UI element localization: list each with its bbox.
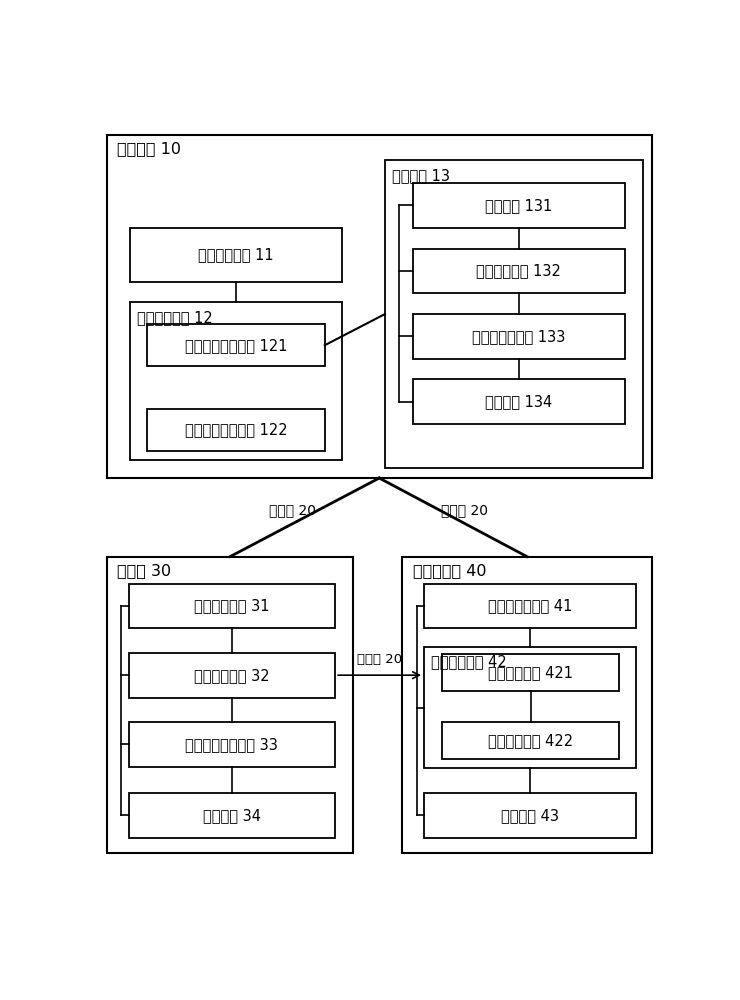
- Text: 管理模块 13: 管理模块 13: [392, 168, 451, 183]
- Bar: [129, 722, 335, 767]
- Text: 授权码管理模块 133: 授权码管理模块 133: [472, 329, 565, 344]
- Bar: [130, 228, 342, 282]
- Text: 配置参数管理模块 33: 配置参数管理模块 33: [186, 737, 278, 752]
- Bar: [147, 409, 325, 451]
- Bar: [412, 249, 625, 293]
- Text: 链路建立模块 421: 链路建立模块 421: [488, 665, 574, 680]
- Bar: [130, 302, 342, 460]
- Text: 用户管理模块 11: 用户管理模块 11: [198, 247, 274, 262]
- Bar: [424, 793, 636, 838]
- Text: 管理平台 10: 管理平台 10: [117, 142, 181, 157]
- Bar: [129, 793, 335, 838]
- Text: 车辆管理模块 12: 车辆管理模块 12: [137, 310, 213, 325]
- Bar: [412, 183, 625, 228]
- Bar: [443, 654, 619, 691]
- Bar: [107, 557, 354, 853]
- Bar: [129, 653, 335, 698]
- Text: 授权码 20: 授权码 20: [441, 503, 488, 517]
- Bar: [424, 647, 636, 768]
- Bar: [412, 379, 625, 424]
- Text: 授权码 20: 授权码 20: [357, 653, 402, 666]
- Text: 通信单元 34: 通信单元 34: [203, 808, 261, 823]
- Bar: [424, 584, 636, 628]
- Text: 配置端 30: 配置端 30: [117, 563, 171, 578]
- Bar: [385, 160, 643, 468]
- Text: 链路控制器 40: 链路控制器 40: [412, 563, 486, 578]
- Text: 授权管理模块 31: 授权管理模块 31: [194, 598, 269, 613]
- Text: 电源模块 43: 电源模块 43: [501, 808, 559, 823]
- Bar: [147, 324, 325, 366]
- Text: 授权码验证模块 41: 授权码验证模块 41: [488, 598, 572, 613]
- Bar: [107, 135, 652, 478]
- Bar: [403, 557, 652, 853]
- Text: 分析模块 131: 分析模块 131: [485, 198, 552, 213]
- Bar: [129, 584, 335, 628]
- Bar: [443, 722, 619, 759]
- Text: 软件版本管理模块 122: 软件版本管理模块 122: [184, 422, 287, 437]
- Text: 授权码 20: 授权码 20: [269, 503, 316, 517]
- Text: 链路管理模块 42: 链路管理模块 42: [431, 654, 507, 669]
- Text: 车辆信息管理模块 121: 车辆信息管理模块 121: [184, 338, 287, 353]
- Text: 软件管理单元 32: 软件管理单元 32: [194, 668, 269, 683]
- Text: 通信模块 134: 通信模块 134: [485, 394, 552, 409]
- Text: 链路授权模块 422: 链路授权模块 422: [488, 733, 574, 748]
- Bar: [412, 314, 625, 359]
- Text: 软件管理模块 132: 软件管理模块 132: [476, 263, 561, 278]
